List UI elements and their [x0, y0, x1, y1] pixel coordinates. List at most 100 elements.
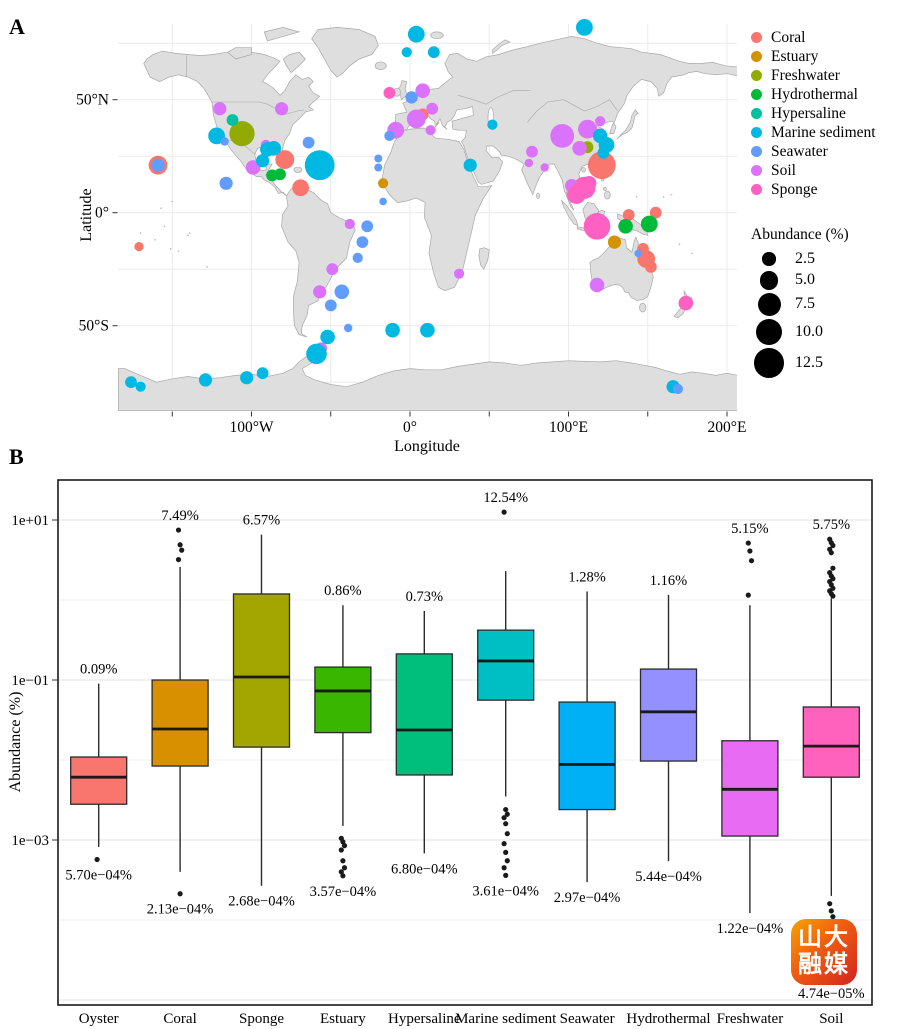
map-point-marine-sediment	[306, 343, 327, 365]
boxplot-x-tick-label: Seawater	[560, 1011, 615, 1027]
legend-size-item: 5.0	[751, 271, 899, 290]
map-point-marine-sediment	[135, 381, 146, 392]
legend-size-item: 7.5	[751, 292, 899, 316]
map-point-sponge	[583, 213, 611, 240]
boxplot-x-tick-label: Estuary	[320, 1011, 366, 1027]
boxplot-box-estuary: 0.86% 3.57e−04%	[310, 583, 377, 900]
map-point-seawater	[324, 299, 337, 312]
landmass	[381, 127, 493, 292]
boxplot-x-tick-label: Freshwater	[717, 1011, 784, 1027]
legend-swatch	[751, 108, 762, 119]
min-label-marine-sediment: 3.61e−04%	[472, 883, 539, 899]
map-point-soil	[425, 125, 436, 136]
legend-swatch	[751, 165, 762, 176]
island-speck	[139, 232, 142, 234]
legend-sizes: 2.5 5.0 7.5 10.0 12.5	[751, 250, 899, 379]
legend-categories: Coral Estuary Freshwater Hydrothermal Hypers…	[751, 28, 899, 199]
watermark-line1: 山大	[798, 924, 850, 952]
map-point-marine-sediment	[487, 119, 498, 130]
map-x-axis-title: Longitude	[394, 438, 460, 455]
island-speck	[188, 232, 191, 234]
legend-size-label: 7.5	[795, 295, 815, 313]
map-point-soil	[426, 102, 439, 115]
outlier-point	[747, 548, 753, 554]
legend-item-marine-sediment: Marine sediment	[751, 123, 899, 142]
legend-size-circle	[757, 292, 781, 316]
outlier-point	[503, 872, 509, 878]
landmass	[311, 27, 379, 78]
map-point-sponge	[678, 295, 694, 311]
map-point-marine-sediment	[420, 322, 435, 338]
map-point-marine-sediment	[266, 141, 282, 156]
map-point-seawater	[384, 130, 395, 141]
map-point-soil	[275, 102, 289, 116]
legend-size-label: 5.0	[795, 271, 815, 289]
map-point-soil	[326, 263, 339, 276]
landmass	[263, 27, 301, 42]
island	[536, 192, 541, 199]
map-point-coral	[587, 151, 616, 180]
boxplot-y-tick-label: 1e−03	[11, 833, 49, 849]
map-point-coral	[292, 179, 309, 197]
outlier-point	[341, 865, 348, 871]
landmass	[227, 47, 252, 60]
map-y-axis-title: Latitude	[78, 188, 95, 242]
legend-size-label: 12.5	[795, 354, 823, 372]
panel-a-label: A	[9, 14, 25, 39]
island-speck	[635, 196, 638, 198]
map-point-soil	[406, 109, 426, 129]
legend-size-item: 10.0	[751, 318, 899, 346]
legend-item-seawater: Seawater	[751, 142, 899, 161]
map-point-seawater	[374, 163, 383, 172]
legend-swatch	[751, 32, 762, 43]
legend-label: Freshwater	[771, 66, 840, 84]
map-point-soil	[572, 141, 587, 156]
max-label-seawater: 1.28%	[568, 569, 605, 585]
map-point-soil	[313, 285, 327, 299]
min-label-sponge: 2.68e−04%	[228, 894, 295, 910]
boxplot-x-tick-label: Hypersaline	[388, 1011, 461, 1027]
outlier-point	[340, 858, 346, 864]
boxplot-box-seawater: 1.28% 2.97e−04%	[554, 569, 621, 906]
landmass	[282, 51, 306, 74]
legend-label: Marine sediment	[771, 123, 876, 141]
boxplot-x-tick-label: Soil	[819, 1011, 843, 1027]
legend-label: Hydrothermal	[771, 85, 858, 103]
map-point-marine-sediment	[427, 46, 440, 59]
outlier-point	[340, 873, 346, 879]
outlier-point	[503, 806, 509, 813]
legend-size-circle-box	[751, 292, 787, 316]
outlier-point	[830, 542, 836, 549]
island-speck	[670, 193, 673, 196]
island	[604, 190, 611, 200]
map-point-marine-sediment	[320, 329, 335, 345]
map-point-seawater	[344, 323, 353, 333]
map-points	[125, 19, 694, 395]
map-point-marine-sediment	[304, 150, 335, 181]
max-label-coral: 7.49%	[161, 508, 198, 524]
boxplot-x-tick-label: Oyster	[79, 1011, 119, 1027]
legend-size-circle	[759, 271, 779, 290]
boxplot-y-axis-title: Abundance (%)	[7, 691, 24, 793]
map-point-marine-sediment	[256, 367, 269, 380]
map-point-freshwater	[229, 121, 255, 147]
min-label-coral: 2.13e−04%	[147, 902, 214, 918]
map-point-seawater	[634, 249, 642, 258]
legend-label: Hypersaline	[771, 104, 846, 122]
boxplot-box-freshwater: 5.15% 1.22e−04%	[717, 521, 784, 937]
map-point-hydrothermal	[274, 168, 286, 181]
map-x-tick-label: 100°W	[229, 419, 273, 436]
map-point-soil	[415, 83, 431, 98]
max-label-freshwater: 5.15%	[731, 521, 768, 537]
map-point-sponge	[383, 87, 396, 99]
island-speck	[154, 239, 156, 241]
world-map	[118, 27, 737, 411]
legend-size-circle-box	[751, 318, 787, 346]
island-speck	[206, 266, 208, 268]
map-point-soil	[526, 145, 538, 158]
legend-size-circle-box	[751, 348, 787, 379]
island-speck	[160, 207, 162, 209]
legend-label: Estuary	[771, 47, 819, 65]
